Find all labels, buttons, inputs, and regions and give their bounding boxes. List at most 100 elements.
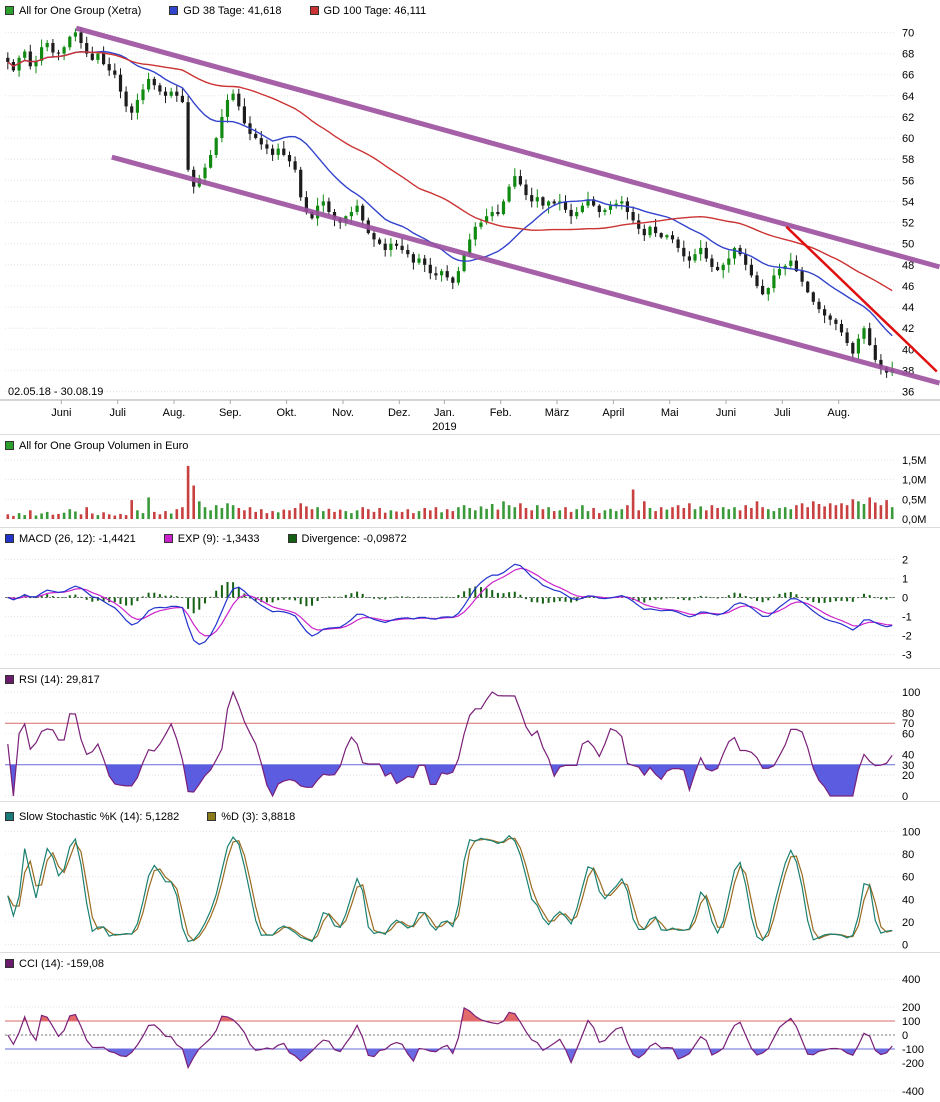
y-axis-label: 62 [902, 112, 914, 124]
price-series-label: All for One Group (Xetra) [19, 4, 142, 17]
legend-item-divergence: Divergence: -0,09872 [287, 532, 407, 545]
x-axis-label: März [545, 407, 569, 419]
stoch-d-label: %D (3): 3,8818 [221, 810, 296, 823]
stoch-k-label: Slow Stochastic %K (14): 5,1282 [19, 810, 180, 823]
y-axis-label: 42 [902, 323, 914, 335]
y-axis-label: 60 [902, 872, 914, 884]
x-axis-label: Juni [716, 407, 736, 419]
y-axis-label: 0 [902, 791, 908, 801]
y-axis-label: 100 [902, 687, 920, 699]
cci-oversold-fill [7, 1049, 893, 1068]
price-chart[interactable]: 706866646260585654525048464442403836Juni… [0, 18, 940, 434]
macd-chart[interactable]: 2 1 0 -1 -2 -3 [0, 546, 940, 668]
divergence-label: Divergence: -0,09872 [301, 532, 407, 545]
macd-legend: MACD (26, 12): -1,4421 EXP (9): -1,3433 … [0, 528, 940, 546]
cci-label: CCI (14): -159,08 [19, 957, 104, 970]
y-axis-label: 60 [902, 133, 914, 145]
price-series-swatch [5, 6, 14, 15]
x-axis-label: Sep. [219, 407, 242, 419]
macd-label: MACD (26, 12): -1,4421 [19, 532, 136, 545]
volume-bars [6, 465, 894, 519]
y-axis-label: 100 [902, 1016, 920, 1028]
x-axis-label: Juni [51, 407, 71, 419]
legend-item-rsi: RSI (14): 29,817 [5, 674, 100, 686]
x-axis-year-label: 2019 [432, 421, 456, 433]
y-axis-label: 70 [902, 718, 914, 730]
x-axis-label: Juli [774, 407, 791, 419]
stoch-d-swatch [207, 812, 217, 821]
stochastic-chart[interactable]: 100 80 60 40 20 0 [0, 824, 940, 952]
cci-legend: CCI (14): -159,08 [0, 953, 940, 971]
y-axis-label: 70 [902, 27, 914, 39]
rsi-label: RSI (14): 29,817 [19, 673, 100, 686]
divergence-swatch [287, 534, 297, 543]
y-axis-label: 66 [902, 70, 914, 82]
exp-label: EXP (9): -1,3433 [177, 532, 260, 545]
y-axis-label: 46 [902, 281, 914, 293]
stoch-d-line [7, 837, 893, 942]
gd100-line [7, 51, 893, 292]
volume-panel: All for One Group Volumen in Euro 1,5M 1,… [0, 435, 940, 527]
x-axis-label: Okt. [277, 407, 297, 419]
y-axis-label: 40 [902, 749, 914, 761]
rsi-chart[interactable]: 100 80 60 40 20 0 70 30 [0, 687, 940, 801]
legend-item-macd: MACD (26, 12): -1,4421 [5, 533, 136, 545]
rsi-line [7, 690, 893, 798]
y-axis-label: 60 [902, 729, 914, 741]
rsi-swatch [5, 675, 14, 684]
x-axis-label: Jan. [434, 407, 455, 419]
x-axis-label: Juli [109, 407, 126, 419]
date-range-label: 02.05.18 - 30.08.19 [8, 386, 103, 398]
y-axis-label: 64 [902, 91, 914, 103]
y-axis-label: 200 [902, 1002, 920, 1014]
y-axis-label: 0,0M [902, 514, 926, 526]
y-axis-label: 0 [902, 940, 908, 952]
cci-swatch [5, 959, 14, 968]
rsi-oversold-fill [10, 764, 883, 796]
trend-line [785, 225, 938, 373]
gd38-swatch [169, 6, 179, 15]
gd100-label: GD 100 Tage: 46,111 [323, 4, 427, 17]
legend-item-stoch-d: %D (3): 3,8818 [207, 811, 295, 823]
channel-upper-line [75, 25, 940, 270]
candles-layer [6, 27, 894, 378]
legend-item-price: All for One Group (Xetra) [5, 5, 141, 17]
y-axis-label: -3 [902, 650, 912, 662]
y-axis-label: 40 [902, 894, 914, 906]
y-axis-label: -2 [902, 631, 912, 643]
x-axis-label: Aug. [163, 407, 186, 419]
legend-item-gd38: GD 38 Tage: 41,618 [169, 4, 282, 17]
price-legend: All for One Group (Xetra) GD 38 Tage: 41… [0, 0, 940, 18]
y-axis-label: 400 [902, 974, 920, 986]
panel-divider [0, 952, 940, 953]
y-axis-label: 0,5M [902, 494, 926, 506]
gd38-line [7, 50, 893, 337]
y-axis-label: 56 [902, 175, 914, 187]
cci-overbought-fill [7, 1007, 893, 1021]
y-axis-label: 52 [902, 218, 914, 230]
panel-divider [0, 668, 940, 669]
y-axis-label: 50 [902, 239, 914, 251]
x-axis-label: Mai [661, 407, 679, 419]
y-axis-label: 20 [902, 917, 914, 929]
y-axis-label: -400 [902, 1086, 924, 1098]
legend-item-gd100: GD 100 Tage: 46,111 [309, 4, 427, 17]
y-axis-label: 30 [902, 760, 914, 772]
macd-line [7, 563, 893, 646]
legend-item-volume: All for One Group Volumen in Euro [5, 440, 188, 452]
gd38-label: GD 38 Tage: 41,618 [183, 4, 282, 17]
rsi-legend: RSI (14): 29,817 [0, 669, 940, 687]
macd-swatch [5, 534, 14, 543]
stochastic-panel: Slow Stochastic %K (14): 5,1282 %D (3): … [0, 806, 940, 952]
gd100-swatch [309, 6, 319, 15]
y-axis-label: 0 [902, 593, 908, 605]
stoch-k-line [7, 834, 893, 943]
y-axis-label: 44 [902, 302, 914, 314]
x-axis-label: Feb. [490, 407, 512, 419]
cci-chart[interactable]: 400 200 0 -200 -400 100 -100 [0, 971, 940, 1099]
volume-chart[interactable]: 1,5M 1,0M 0,5M 0,0M [0, 453, 940, 527]
y-axis-label: 54 [902, 196, 914, 208]
y-axis-label: 100 [902, 826, 920, 838]
y-axis-label: 58 [902, 154, 914, 166]
